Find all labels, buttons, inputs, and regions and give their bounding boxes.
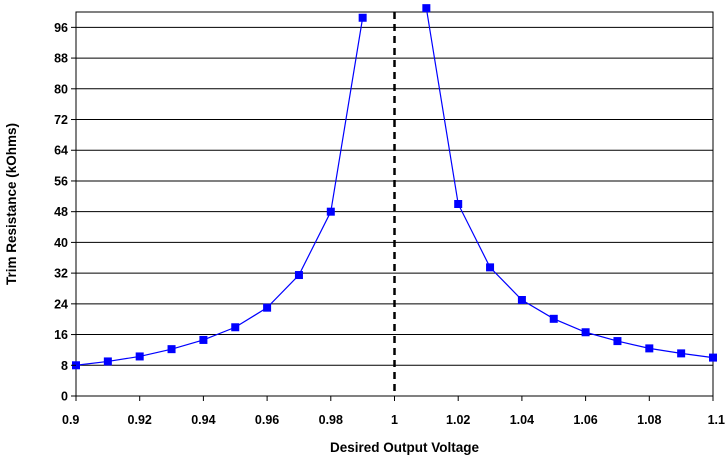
data-point-marker [294, 271, 303, 280]
data-point-marker [486, 263, 495, 272]
y-tick-label: 24 [54, 297, 68, 311]
y-tick-label: 56 [54, 174, 68, 188]
series-line [75, 17, 364, 366]
data-point-marker [517, 296, 526, 304]
series-line [425, 8, 714, 359]
x-tick-label: 0.98 [319, 413, 343, 427]
data-point-marker [549, 314, 558, 323]
x-tick-label: 1.04 [510, 413, 534, 427]
x-tick-label: 1.02 [446, 413, 470, 427]
data-series [72, 4, 717, 370]
data-point-marker [358, 13, 367, 22]
y-tick-label: 64 [54, 144, 68, 158]
y-tick-label: 80 [54, 82, 68, 96]
y-tick-label: 32 [54, 267, 68, 281]
x-axis-tick-labels: 0.9 0.92 0.94 0.96 0.98 1 1.02 1.04 1.06 1.08 1.1 [62, 396, 725, 427]
y-tick-label: 40 [54, 236, 68, 250]
y-axis-title: Trim Resistance (kOhms) [4, 123, 19, 285]
series-above-1.0 [422, 4, 717, 362]
y-axis-tick-labels: 0 8 16 24 32 40 48 56 64 72 80 88 96 [54, 21, 76, 404]
x-tick-label: 1.1 [708, 413, 725, 427]
y-tick-label: 8 [61, 359, 68, 373]
data-point-marker [454, 200, 463, 208]
x-tick-label: 0.94 [191, 413, 215, 427]
x-axis-title: Desired Output Voltage [330, 440, 480, 455]
data-point-marker [231, 323, 240, 332]
y-tick-label: 72 [54, 113, 68, 127]
y-tick-label: 0 [61, 390, 68, 404]
data-point-marker [199, 335, 208, 344]
data-point-marker [581, 328, 590, 337]
data-point-marker [709, 353, 717, 362]
data-point-marker [326, 207, 335, 216]
data-point-marker [613, 337, 622, 346]
data-point-marker [645, 344, 654, 353]
x-tick-label: 0.9 [62, 413, 79, 427]
y-tick-label: 88 [54, 52, 68, 66]
data-point-marker [103, 357, 112, 366]
x-tick-label: 1 [391, 413, 398, 427]
data-point-marker [422, 4, 431, 13]
x-tick-label: 1.08 [637, 413, 661, 427]
data-point-marker [677, 349, 686, 358]
x-tick-label: 0.96 [255, 413, 279, 427]
y-tick-label: 16 [54, 328, 68, 342]
data-point-marker [135, 352, 144, 361]
x-tick-label: 1.06 [573, 413, 597, 427]
data-point-marker [263, 303, 272, 312]
y-tick-label: 48 [54, 205, 68, 219]
x-tick-label: 0.92 [128, 413, 152, 427]
data-point-marker [167, 345, 176, 354]
y-tick-label: 96 [54, 21, 68, 35]
